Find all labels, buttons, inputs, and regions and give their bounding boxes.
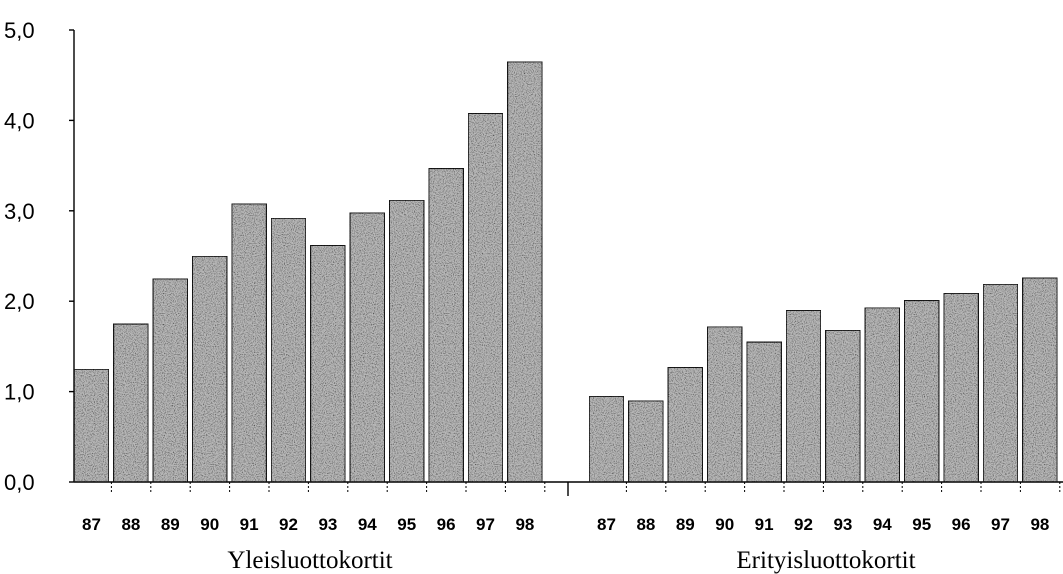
x-tick-label: 98 bbox=[515, 515, 534, 534]
x-tick-label: 87 bbox=[82, 515, 101, 534]
x-tick-label: 88 bbox=[121, 515, 140, 534]
group-label: Erityisluottokortit bbox=[736, 547, 915, 574]
bar-yleis-93 bbox=[309, 244, 347, 483]
bar-erityis-96 bbox=[942, 292, 980, 483]
y-tick-label: 4,0 bbox=[4, 108, 35, 133]
x-tick-label: 95 bbox=[397, 515, 416, 534]
y-tick-label: 0,0 bbox=[4, 470, 35, 495]
x-tick-label: 93 bbox=[318, 515, 337, 534]
bar-erityis-89 bbox=[666, 366, 704, 483]
x-tick-label: 94 bbox=[358, 515, 377, 534]
x-tick-label: 96 bbox=[437, 515, 456, 534]
bar-erityis-95 bbox=[903, 299, 941, 483]
bar-erityis-93 bbox=[824, 329, 862, 483]
bar-erityis-97 bbox=[982, 283, 1019, 483]
group-labels: Yleisluottokortit Erityisluottokortit bbox=[227, 547, 915, 574]
x-tick-label: 87 bbox=[597, 515, 616, 534]
x-tick-label: 92 bbox=[794, 515, 813, 534]
y-tick-label: 5,0 bbox=[4, 18, 35, 43]
x-tick-label: 89 bbox=[676, 515, 695, 534]
bar-erityis-94 bbox=[863, 306, 901, 483]
bar-yleis-98 bbox=[506, 60, 544, 483]
x-tick-label: 92 bbox=[279, 515, 298, 534]
x-tick-label: 90 bbox=[715, 515, 734, 534]
group-label: Yleisluottokortit bbox=[227, 547, 392, 574]
y-tick-label: 3,0 bbox=[4, 199, 35, 224]
bar-yleis-92 bbox=[270, 217, 307, 483]
bar-yleis-97 bbox=[467, 112, 504, 483]
bar-yleis-89 bbox=[152, 277, 189, 483]
x-tick-label: 95 bbox=[912, 515, 931, 534]
x-tick-label: 96 bbox=[952, 515, 971, 534]
x-tick-label: 91 bbox=[755, 515, 774, 534]
x-axis bbox=[74, 481, 1063, 496]
bar-erityis-90 bbox=[706, 325, 744, 483]
y-axis: 0,0 1,0 2,0 3,0 4,0 5,0 bbox=[4, 18, 75, 495]
bar-yleis-91 bbox=[230, 202, 268, 483]
bar-yleis-94 bbox=[348, 211, 386, 483]
bar-yleis-95 bbox=[388, 199, 426, 483]
x-tick-label: 88 bbox=[636, 515, 655, 534]
x-tick-label: 93 bbox=[833, 515, 852, 534]
bar-erityis-88 bbox=[627, 399, 665, 483]
x-tick-labels: 87 88 89 90 91 92 93 94 95 96 97 98 87 88 89 90 91 92 93 94… bbox=[82, 515, 1049, 534]
x-tick-label: 90 bbox=[200, 515, 219, 534]
bar-yleis-87 bbox=[73, 368, 110, 483]
bar-erityis-91 bbox=[745, 341, 783, 483]
bar-yleis-90 bbox=[191, 255, 228, 483]
bar-yleis-96 bbox=[427, 167, 465, 483]
x-tick-label: 98 bbox=[1030, 515, 1049, 534]
bar-erityis-92 bbox=[785, 309, 822, 483]
x-tick-label: 89 bbox=[161, 515, 180, 534]
bar-yleis-88 bbox=[112, 322, 150, 483]
x-tick-label: 97 bbox=[991, 515, 1010, 534]
x-tick-label: 91 bbox=[240, 515, 259, 534]
y-tick-label: 1,0 bbox=[4, 380, 35, 405]
bar-erityis-98 bbox=[1021, 276, 1059, 483]
y-tick-label: 2,0 bbox=[4, 289, 35, 314]
bar-erityis-87 bbox=[588, 395, 625, 483]
x-tick-label: 94 bbox=[873, 515, 892, 534]
x-tick-label: 97 bbox=[476, 515, 495, 534]
bars bbox=[73, 60, 1059, 483]
